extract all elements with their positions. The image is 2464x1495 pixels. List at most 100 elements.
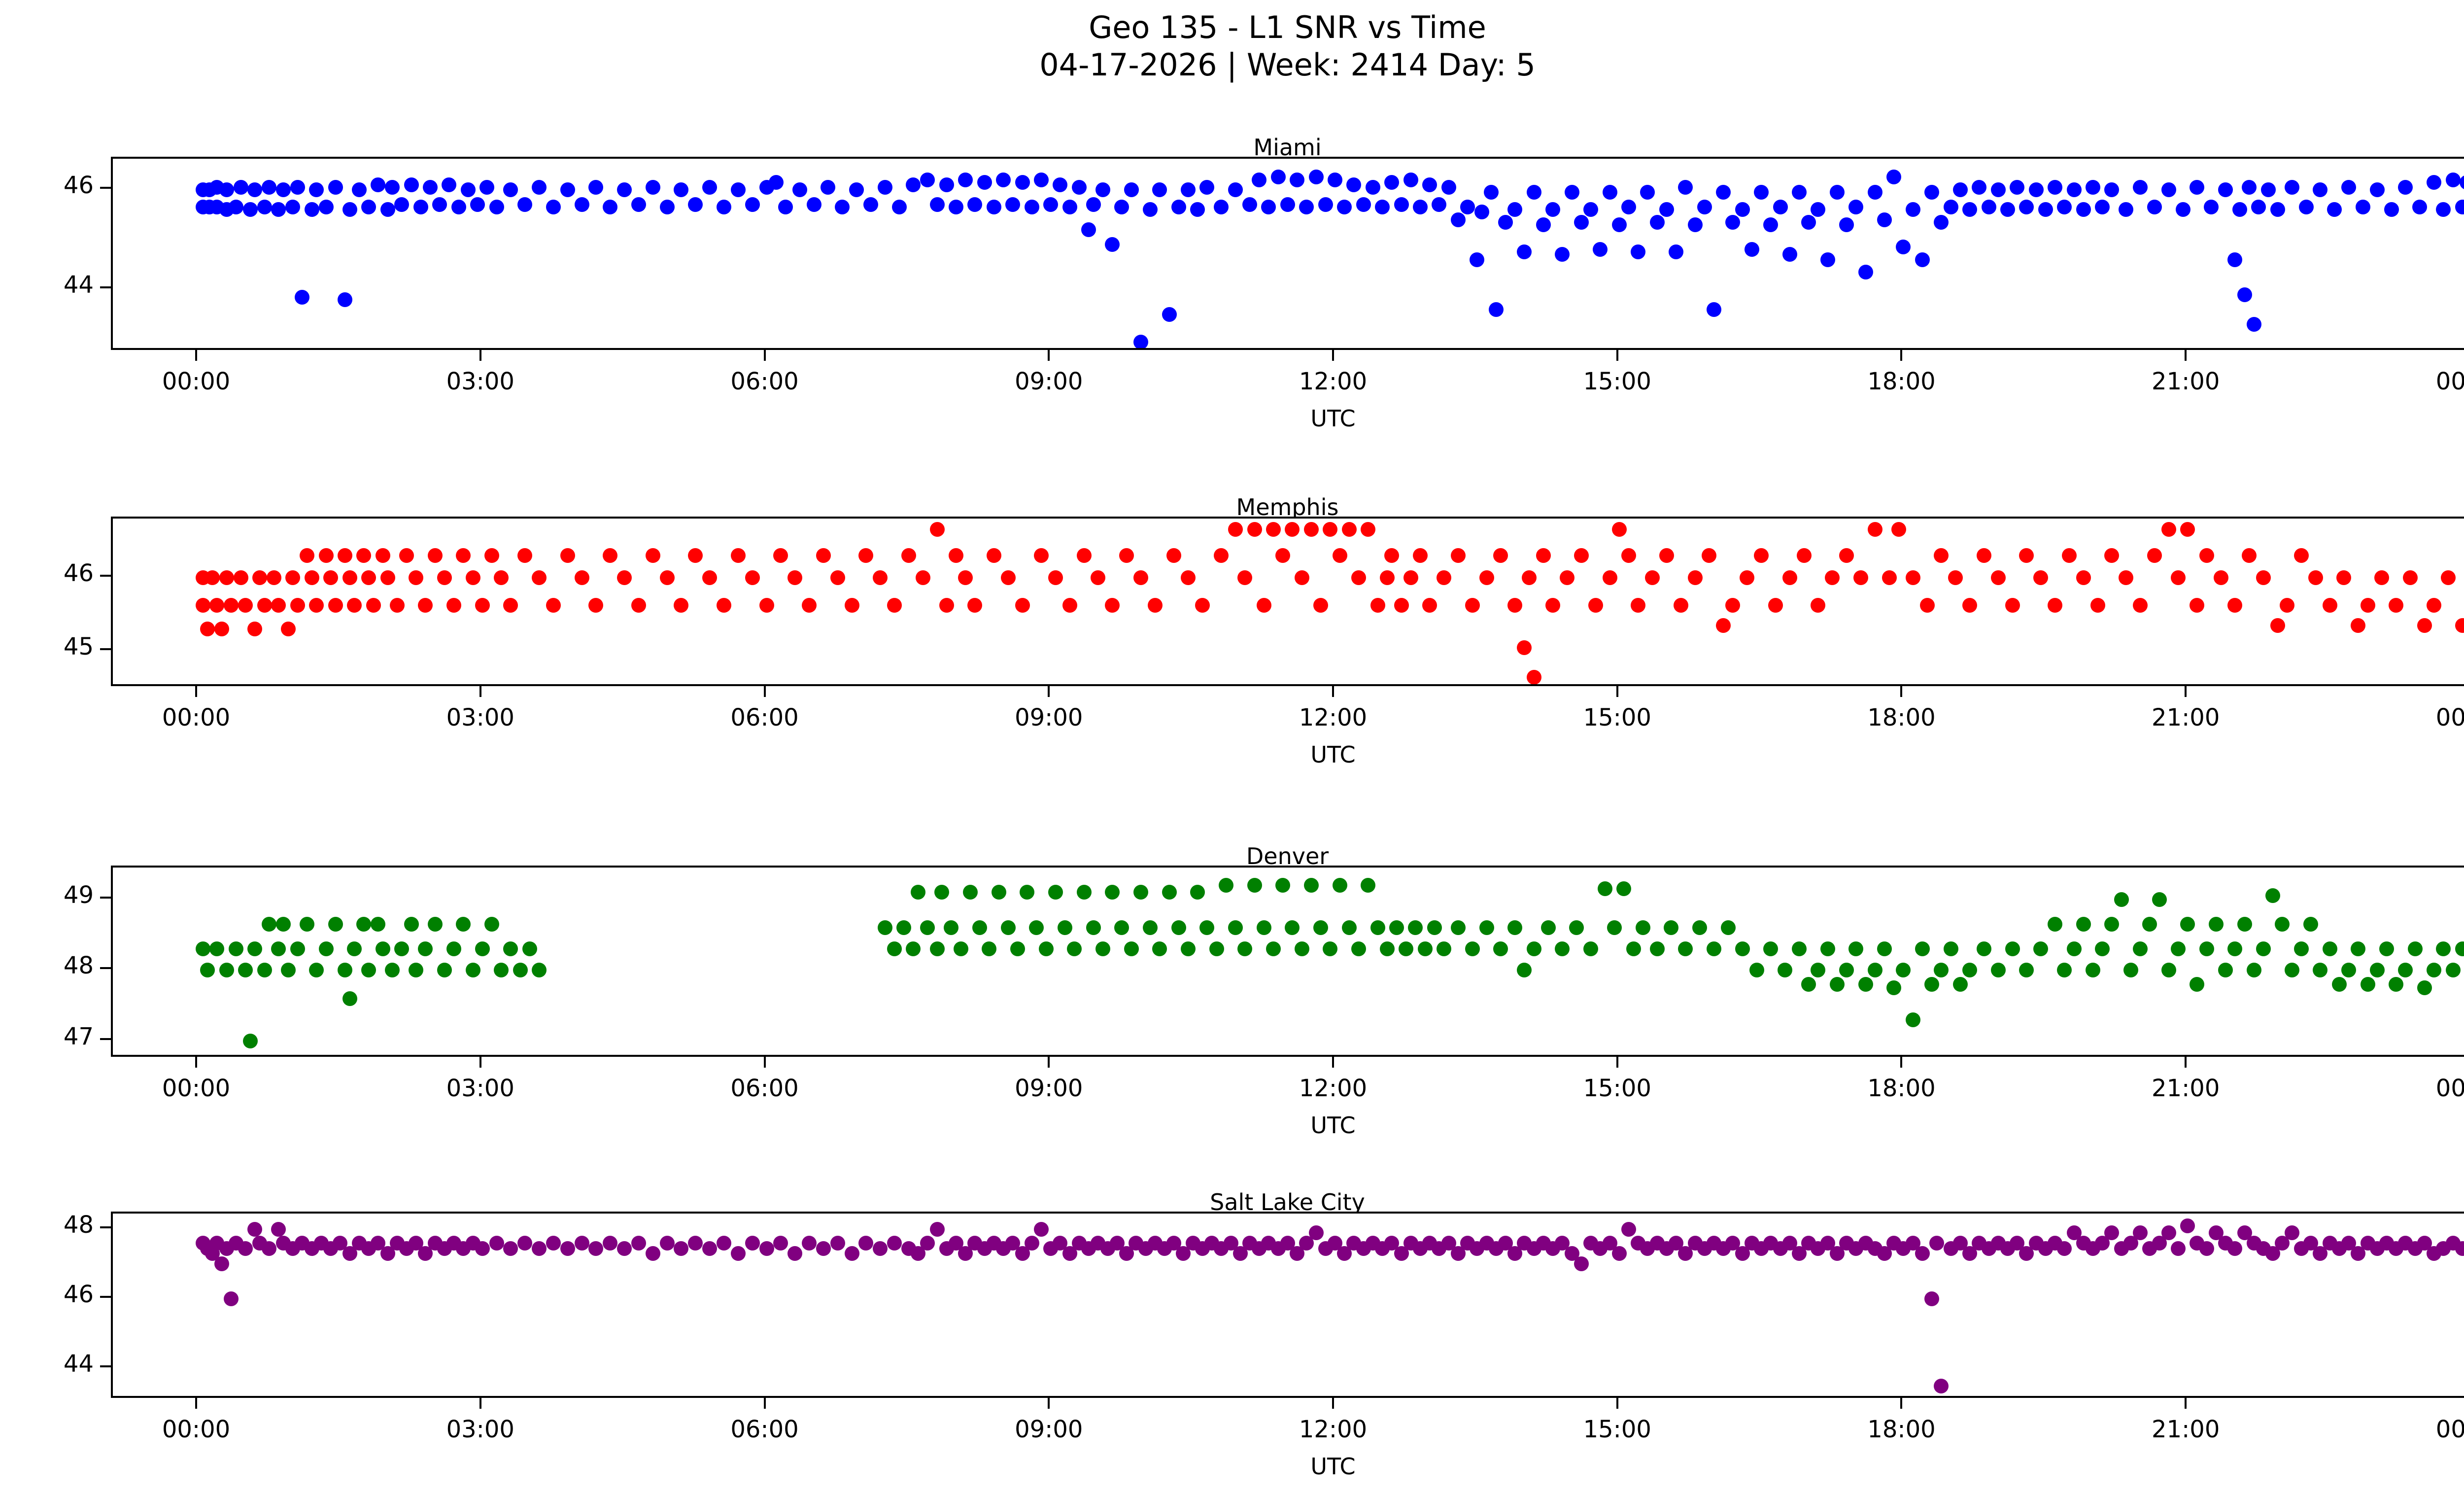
data-point [2369, 963, 2385, 978]
data-point [328, 916, 343, 932]
data-point [503, 598, 518, 613]
data-point [1702, 548, 1717, 563]
data-point [271, 598, 286, 613]
y-axis-tick-label: 48 [63, 952, 94, 980]
data-point [1043, 197, 1059, 212]
data-point [2455, 941, 2464, 957]
data-point [2033, 941, 2049, 957]
x-axis-tick-mark [195, 350, 198, 361]
data-point [1450, 548, 1466, 563]
data-point [730, 1246, 746, 1261]
data-point [1526, 669, 1541, 684]
data-point [1143, 202, 1158, 217]
data-point [2218, 182, 2233, 197]
data-point [465, 570, 480, 585]
data-point [228, 200, 243, 215]
x-axis-tick-label: 00:00 [162, 1416, 231, 1443]
data-point [2038, 202, 2053, 217]
data-point [2199, 548, 2214, 563]
data-point [1195, 598, 1210, 613]
data-point [1034, 172, 1049, 187]
y-axis-tick-label: 49 [63, 881, 94, 909]
data-point [1574, 214, 1589, 230]
data-point [1811, 963, 1826, 978]
data-point [958, 172, 973, 187]
data-point [1199, 920, 1215, 936]
data-point [2246, 963, 2261, 978]
data-point [1384, 548, 1400, 563]
data-point [877, 920, 892, 936]
data-point [1540, 920, 1556, 936]
data-point [1507, 202, 1523, 217]
data-point [309, 598, 324, 613]
data-point [1266, 522, 1281, 537]
data-point [209, 941, 225, 957]
x-axis-tick-mark [763, 1057, 766, 1068]
data-point [228, 941, 243, 957]
y-axis-tick-mark [100, 967, 111, 970]
x-axis-tick-mark [763, 350, 766, 361]
scatter-series [113, 159, 2464, 348]
data-point [617, 182, 632, 197]
data-point [2455, 618, 2464, 633]
data-point [745, 1236, 760, 1251]
data-point [1010, 941, 1025, 957]
data-point [2280, 598, 2295, 613]
data-point [2331, 977, 2347, 992]
data-point [262, 916, 277, 932]
data-point [986, 548, 1001, 563]
data-point [2256, 570, 2271, 585]
data-point [659, 1236, 675, 1251]
data-point [1915, 252, 1930, 267]
data-point [1242, 197, 1257, 212]
data-point [2351, 618, 2366, 633]
y-axis-tick-mark [100, 896, 111, 899]
x-axis-tick-label: 21:00 [2152, 1075, 2220, 1102]
data-point [816, 548, 831, 563]
data-point [276, 916, 291, 932]
data-point [2369, 182, 2385, 197]
data-point [328, 179, 343, 195]
figure-suptitle: Geo 135 - L1 SNR vs Time 04-17-2026 | We… [0, 9, 2464, 83]
data-point [437, 963, 452, 978]
y-axis-tick-mark [100, 1296, 111, 1298]
data-point [1569, 920, 1584, 936]
data-point [1303, 877, 1319, 893]
data-point [920, 172, 935, 187]
data-point [1896, 240, 1911, 255]
x-axis-tick-mark [1332, 1057, 1334, 1068]
data-point [1275, 877, 1291, 893]
data-point [290, 598, 305, 613]
data-point [920, 920, 935, 936]
x-axis-tick-label: 18:00 [1867, 1075, 1936, 1102]
data-point [2171, 1241, 2186, 1256]
data-point [1228, 522, 1243, 537]
data-point [1545, 202, 1561, 217]
data-point [1924, 184, 1940, 200]
data-point [300, 548, 315, 563]
data-point [1673, 598, 1688, 613]
x-axis-tick-label: 00:00 [162, 368, 231, 395]
data-point [1081, 222, 1096, 237]
x-axis-tick-mark [2185, 1398, 2187, 1409]
x-axis-tick-mark [195, 686, 198, 697]
data-point [2161, 1225, 2176, 1240]
data-point [2460, 174, 2464, 190]
data-point [309, 963, 324, 978]
x-axis-tick-label: 21:00 [2152, 1416, 2220, 1443]
data-point [1607, 920, 1622, 936]
data-point [702, 179, 718, 195]
y-axis-tick-label: 44 [63, 1350, 94, 1378]
data-point [503, 182, 518, 197]
data-point [1882, 570, 1897, 585]
data-point [1915, 1246, 1930, 1261]
data-point [1323, 941, 1338, 957]
x-axis-tick-label: 18:00 [1867, 1416, 1936, 1443]
data-point [972, 920, 988, 936]
y-axis-tick-mark [100, 286, 111, 289]
data-point [603, 548, 618, 563]
data-point [717, 598, 731, 613]
data-point [953, 941, 968, 957]
data-point [2190, 598, 2205, 613]
